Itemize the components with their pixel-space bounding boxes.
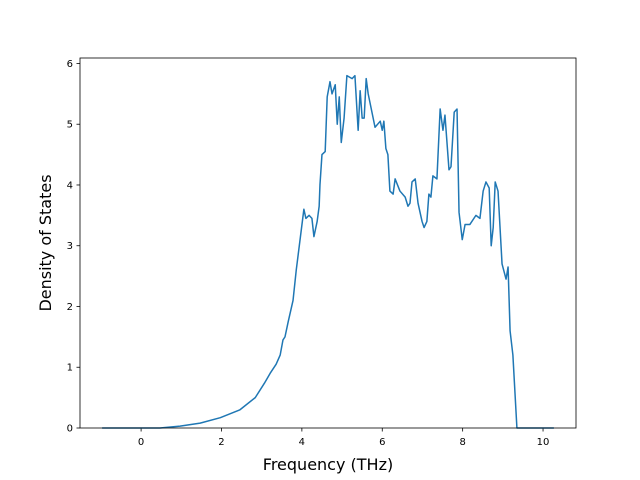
x-tick-label: 10 <box>537 437 550 448</box>
y-tick-label: 2 <box>67 302 73 313</box>
y-tick-label: 4 <box>67 180 73 191</box>
y-axis-label: Density of States <box>36 174 55 311</box>
x-tick-label: 8 <box>459 437 465 448</box>
y-tick-label: 3 <box>67 241 73 252</box>
x-tick-label: 2 <box>218 437 224 448</box>
y-tick-label: 1 <box>67 363 73 374</box>
y-tick-label: 6 <box>67 59 73 70</box>
plot-frame <box>79 57 577 429</box>
y-tick-label: 0 <box>67 424 73 435</box>
x-axis-label: Frequency (THz) <box>263 455 393 474</box>
x-tick-label: 6 <box>379 437 385 448</box>
x-tick-label: 4 <box>299 437 305 448</box>
x-tick-label: 0 <box>138 437 144 448</box>
y-tick-label: 5 <box>67 120 73 131</box>
line <box>102 74 554 429</box>
